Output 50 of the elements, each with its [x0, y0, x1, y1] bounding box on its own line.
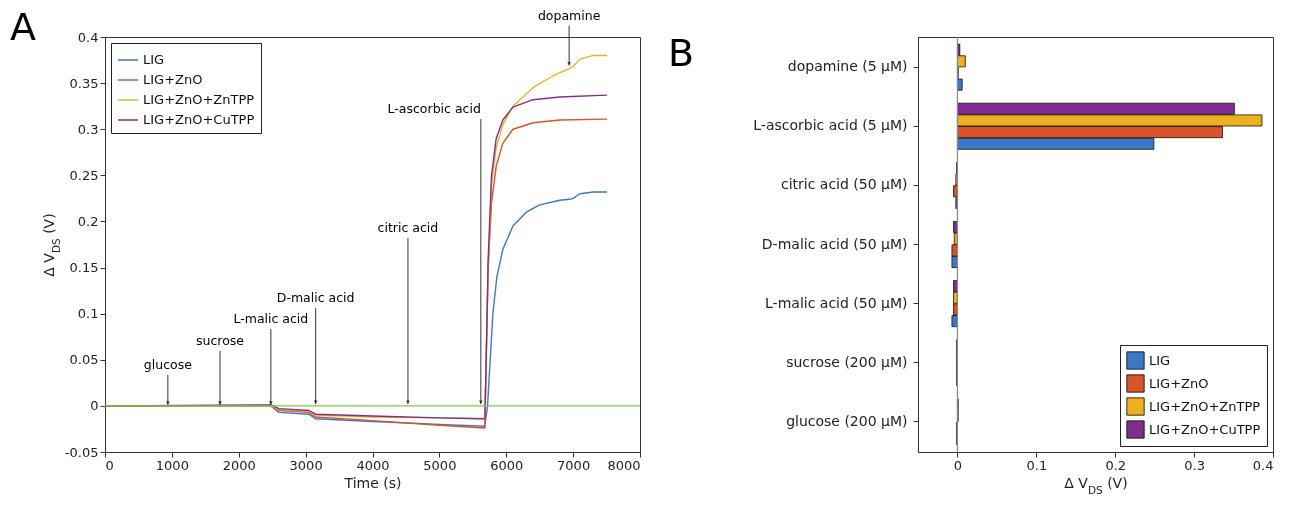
chart-title: B: [668, 31, 695, 76]
annotation: L-malic acid: [233, 310, 309, 326]
y-tick-label: 0: [90, 398, 99, 414]
y-tick-label: dopamine (5 μM): [787, 58, 908, 75]
y-tick-label: 0.4: [77, 29, 99, 45]
y-tick-label: L-ascorbic acid (5 μM): [753, 117, 908, 134]
legend-label: LIG+ZnO+ZnTPP: [143, 92, 255, 107]
legend-label: LIG+ZnO+CuTPP: [1149, 421, 1261, 437]
x-tick-label: 0: [105, 457, 114, 473]
annotation: D-malic acid: [276, 290, 355, 306]
y-tick-label: -0.05: [64, 444, 99, 460]
y-tick-label: 0.1: [77, 306, 99, 322]
legend-label: LIG+ZnO: [1149, 375, 1209, 391]
x-axis-title: Time (s): [343, 474, 402, 491]
y-tick-label: sucrose (200 μM): [786, 353, 908, 370]
x-tick-label: 7000: [557, 457, 591, 473]
y-tick-label: 0.3: [77, 121, 99, 137]
y-tick-label: 0.35: [69, 75, 99, 91]
annotation: dopamine: [537, 7, 601, 23]
y-tick-label: 0.2: [77, 213, 99, 229]
annotation: citric acid: [377, 220, 439, 236]
x-tick-label: 1000: [155, 457, 189, 473]
annotation: sucrose: [196, 332, 245, 348]
y-tick-label: D-malic acid (50 μM): [761, 235, 908, 252]
x-tick-label: 3000: [289, 457, 323, 473]
x-tick-label: 0.2: [1105, 457, 1127, 473]
x-axis-title: Δ V$_{DS}$ (V): [1064, 474, 1128, 496]
annotation: glucose: [143, 356, 193, 372]
y-tick-label: 0.15: [69, 260, 99, 276]
y-tick-label: citric acid (50 μM): [780, 176, 908, 193]
chart-title: A: [10, 4, 36, 49]
x-tick-label: 8000: [607, 457, 641, 473]
x-tick-label: 0: [953, 457, 963, 473]
x-tick-label: 0.3: [1184, 457, 1205, 473]
y-tick-label: 0.05: [69, 352, 99, 368]
x-tick-label: 4000: [356, 457, 390, 473]
x-tick-label: 5000: [423, 457, 457, 473]
legend-label: LIG: [1149, 352, 1171, 368]
legend-label: LIG: [143, 52, 165, 67]
x-tick-label: 0.1: [1026, 457, 1048, 473]
y-tick-label: glucose (200 μM): [786, 412, 908, 429]
legend-label: LIG+ZnO+CuTPP: [143, 112, 255, 127]
x-tick-label: 2000: [222, 457, 256, 473]
legend-label: LIG+ZnO+ZnTPP: [1149, 398, 1261, 414]
x-tick-label: 0.4: [1252, 457, 1274, 473]
legend-label: LIG+ZnO: [143, 72, 203, 87]
annotation: L-ascorbic acid: [387, 101, 481, 117]
x-tick-label: 6000: [490, 457, 524, 473]
y-tick-label: 0.25: [69, 167, 99, 183]
y-tick-label: L-malic acid (50 μM): [765, 294, 908, 311]
